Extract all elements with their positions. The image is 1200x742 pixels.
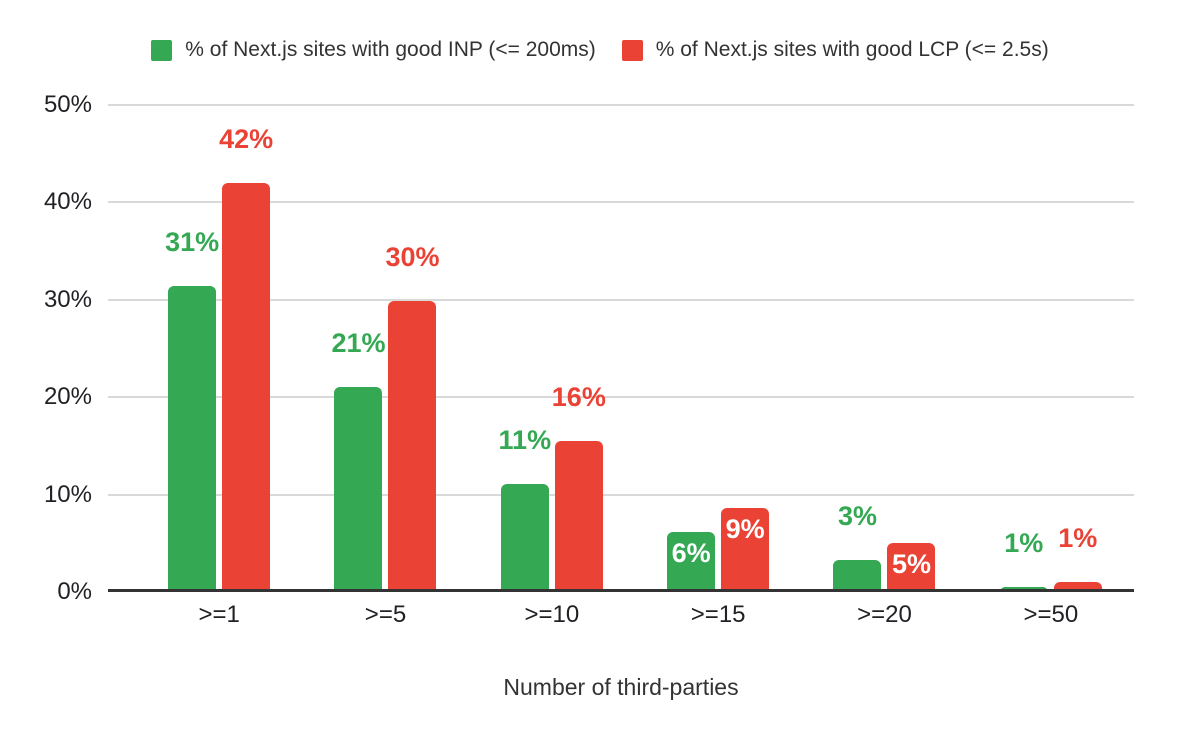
bar: 3%	[833, 501, 882, 592]
bar-value-label: 16%	[551, 382, 606, 413]
y-tick-label: 30%	[43, 285, 92, 313]
gridline	[108, 493, 1134, 496]
bar-value-label: 9%	[725, 514, 765, 545]
legend-item-lcp: % of Next.js sites with good LCP (<= 2.5…	[621, 38, 1049, 62]
bar: 16%	[552, 382, 606, 592]
gridline	[108, 104, 1134, 106]
legend-label-lcp: % of Next.js sites with good LCP (<= 2.5…	[655, 38, 1049, 61]
bar: 9%	[721, 508, 770, 592]
x-tick-label: >=10	[524, 601, 580, 628]
legend-swatch-inp-icon	[151, 39, 173, 61]
y-tick-label: 50%	[43, 91, 92, 118]
bar-group-gte50: 1% 1%	[968, 105, 1134, 592]
bar-value-label: 5%	[891, 549, 931, 580]
x-tick-label: >=20	[857, 601, 912, 628]
legend: % of Next.js sites with good INP (<= 200…	[0, 38, 1200, 62]
bar: 6%	[667, 531, 716, 592]
y-tick-label: 20%	[43, 383, 92, 411]
bar-group-gte1: 31% 42%	[136, 105, 302, 592]
bar-value-label: 1%	[1058, 523, 1098, 554]
gridline	[108, 201, 1134, 204]
gridline	[108, 396, 1134, 399]
y-tick-label: 40%	[43, 188, 92, 216]
bar: 21%	[331, 328, 386, 592]
bar-value-label: 1%	[1004, 528, 1044, 559]
bar-value-label: 21%	[331, 328, 386, 359]
bar: 1%	[1053, 523, 1102, 592]
x-tick-label: >=5	[364, 601, 407, 628]
bar: 42%	[219, 124, 273, 592]
x-tick-label: >=50	[1023, 601, 1079, 628]
plot-area: 31% 42% 21% 30% 11% 16% 6% 9% 3% 5% 1% 1%	[108, 104, 1134, 592]
x-axis-title: Number of third-parties	[503, 674, 739, 700]
bar-value-label: 42%	[219, 123, 274, 154]
bar: 5%	[887, 543, 936, 592]
x-axis-labels: >=1 >=5 >=10 >=15 >=20 >=50	[136, 601, 1134, 629]
bar-group-gte15: 6% 9%	[635, 105, 801, 592]
bar-value-label: 6%	[671, 537, 711, 568]
gridline	[108, 298, 1134, 301]
legend-swatch-lcp-icon	[621, 39, 643, 61]
y-axis-labels: 0% 10% 20% 30% 40% 50%	[0, 91, 92, 605]
legend-item-inp: % of Next.js sites with good INP (<= 200…	[151, 38, 596, 62]
bar-group-gte20: 3% 5%	[801, 105, 967, 592]
x-axis-baseline	[108, 589, 1134, 592]
x-tick-label: >=15	[690, 601, 746, 628]
bar-value-label: 31%	[165, 227, 220, 258]
bar: 31%	[165, 227, 219, 592]
legend-label-inp: % of Next.js sites with good INP (<= 200…	[185, 38, 596, 61]
bar-group-gte10: 11% 16%	[469, 105, 635, 592]
bar: 30%	[385, 242, 440, 592]
bar: 11%	[499, 425, 551, 592]
y-tick-label: 0%	[57, 578, 92, 605]
bar-group-gte5: 21% 30%	[302, 105, 468, 592]
y-tick-label: 10%	[43, 480, 92, 508]
bar-value-label: 30%	[385, 241, 440, 272]
bar-value-label: 3%	[837, 500, 877, 531]
bars-container: 31% 42% 21% 30% 11% 16% 6% 9% 3% 5% 1% 1%	[136, 105, 1134, 592]
x-tick-label: >=1	[198, 601, 240, 628]
bar-value-label: 11%	[498, 424, 552, 455]
